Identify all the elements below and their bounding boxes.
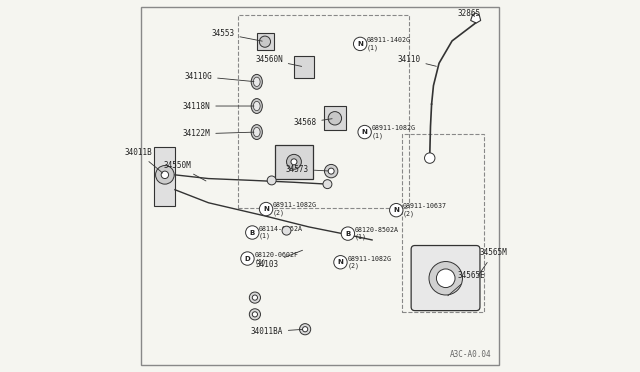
- Circle shape: [259, 36, 271, 47]
- Text: 08911-10637
(2): 08911-10637 (2): [403, 203, 447, 217]
- Text: N: N: [263, 206, 269, 212]
- Circle shape: [358, 125, 371, 139]
- Ellipse shape: [251, 99, 262, 113]
- Text: 32865: 32865: [458, 9, 481, 17]
- Ellipse shape: [253, 127, 260, 137]
- Bar: [294, 56, 314, 78]
- Circle shape: [250, 292, 260, 303]
- Circle shape: [324, 164, 338, 178]
- Circle shape: [252, 312, 257, 317]
- Circle shape: [436, 269, 455, 288]
- Circle shape: [424, 153, 435, 163]
- Circle shape: [390, 203, 403, 217]
- Text: 34565M: 34565M: [478, 248, 508, 276]
- Circle shape: [250, 309, 260, 320]
- FancyBboxPatch shape: [411, 246, 480, 311]
- Circle shape: [341, 227, 355, 240]
- Circle shape: [252, 295, 257, 300]
- Circle shape: [259, 202, 273, 216]
- Text: 34110: 34110: [397, 55, 436, 66]
- Text: 08120-0602F
(1): 08120-0602F (1): [254, 252, 298, 265]
- Text: 08911-1082G
(1): 08911-1082G (1): [371, 125, 415, 139]
- Text: 34011BA: 34011BA: [250, 327, 302, 336]
- Circle shape: [328, 112, 342, 125]
- Circle shape: [156, 166, 174, 184]
- Circle shape: [282, 226, 291, 235]
- Bar: [324, 106, 346, 130]
- Text: 34118N: 34118N: [182, 102, 254, 110]
- Ellipse shape: [251, 125, 262, 140]
- Polygon shape: [470, 13, 481, 23]
- Text: N: N: [337, 259, 344, 265]
- Text: B: B: [250, 230, 255, 235]
- Circle shape: [429, 262, 463, 295]
- Text: 34550M: 34550M: [164, 161, 206, 181]
- Text: B: B: [345, 231, 351, 237]
- Circle shape: [300, 324, 310, 335]
- Text: 34011B: 34011B: [124, 148, 163, 173]
- Circle shape: [303, 327, 308, 332]
- Text: D: D: [244, 256, 250, 262]
- Text: 08911-1402G
(1): 08911-1402G (1): [367, 37, 410, 51]
- Circle shape: [246, 226, 259, 239]
- Circle shape: [287, 154, 301, 169]
- Text: 34560N: 34560N: [255, 55, 301, 66]
- Text: 34122M: 34122M: [182, 129, 254, 138]
- Circle shape: [353, 37, 367, 51]
- Text: N: N: [357, 41, 363, 47]
- Bar: [238, 15, 410, 208]
- Text: N: N: [394, 207, 399, 213]
- Circle shape: [342, 228, 351, 237]
- Text: 08911-1082G
(2): 08911-1082G (2): [347, 256, 391, 269]
- Bar: [402, 134, 484, 312]
- Text: 08120-8502A
(1): 08120-8502A (1): [355, 227, 399, 240]
- Circle shape: [161, 171, 168, 179]
- Text: 08114-0852A
(1): 08114-0852A (1): [259, 226, 303, 239]
- Text: 34110G: 34110G: [184, 72, 254, 81]
- Bar: [257, 33, 273, 50]
- Text: A3C-A0.04: A3C-A0.04: [449, 350, 491, 359]
- Text: 34573: 34573: [285, 165, 328, 174]
- Bar: [275, 145, 312, 179]
- Circle shape: [267, 176, 276, 185]
- Circle shape: [291, 159, 297, 165]
- Text: 34103: 34103: [256, 250, 303, 269]
- Ellipse shape: [251, 74, 262, 89]
- Text: 34568: 34568: [293, 118, 332, 127]
- Circle shape: [334, 256, 347, 269]
- Circle shape: [241, 252, 254, 265]
- Text: 34565E: 34565E: [448, 271, 485, 296]
- Text: N: N: [362, 129, 367, 135]
- Text: 08911-1082G
(2): 08911-1082G (2): [273, 202, 317, 216]
- Text: 34553: 34553: [211, 29, 262, 41]
- Ellipse shape: [253, 102, 260, 111]
- Ellipse shape: [253, 77, 260, 86]
- Bar: [154, 147, 175, 206]
- Circle shape: [323, 180, 332, 189]
- Circle shape: [328, 168, 334, 174]
